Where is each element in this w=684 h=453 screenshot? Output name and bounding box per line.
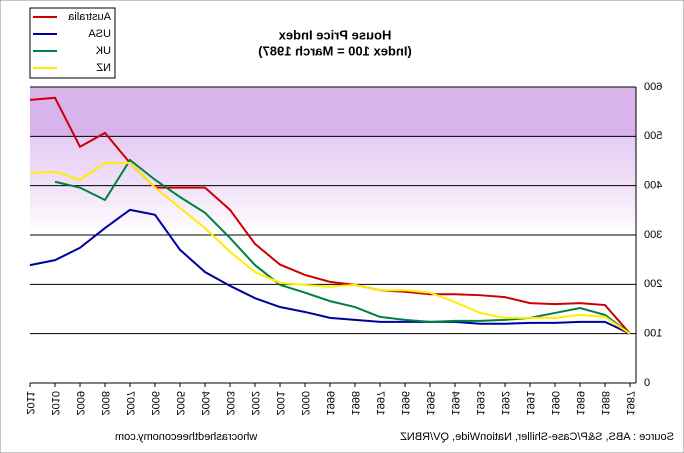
x-tick-label: 1991 [524, 391, 536, 415]
x-tick-label: 2008 [99, 391, 111, 415]
x-tick-label: 1988 [599, 391, 611, 415]
x-tick-label: 2006 [149, 391, 161, 415]
y-tick-label: 200 [644, 278, 662, 290]
y-tick-label: 600 [644, 81, 662, 93]
legend-label: USA [88, 28, 111, 40]
x-tick-label: 2009 [74, 391, 86, 415]
x-tick-label: 1996 [399, 391, 411, 415]
x-tick-label: 2003 [224, 391, 236, 415]
x-tick-label: 1997 [374, 391, 386, 415]
y-tick-label: 400 [644, 180, 662, 192]
y-tick-label: 300 [644, 229, 662, 241]
y-tick-label: 0 [644, 377, 650, 389]
x-tick-label: 2001 [274, 391, 286, 415]
x-tick-label: 2004 [199, 391, 211, 415]
x-tick-label: 1995 [424, 391, 436, 415]
x-tick-label: 2011 [24, 391, 36, 415]
legend-box [29, 7, 116, 79]
chart-subtitle: (Index 100 = March 1987) [258, 43, 412, 58]
x-tick-label: 1992 [499, 391, 511, 415]
x-tick-label: 2010 [49, 391, 61, 415]
x-tick-label: 2005 [174, 391, 186, 415]
x-tick-label: 2007 [124, 391, 136, 415]
legend-label: UK [95, 45, 111, 57]
x-tick-label: 1987 [624, 391, 636, 415]
source-note: Source : ABS, S&P/Case-Shiller, NationWi… [400, 431, 674, 443]
x-tick-label: 1998 [349, 391, 361, 415]
x-tick-label: 2000 [299, 391, 311, 415]
x-tick-label: 1989 [574, 391, 586, 415]
website-note: whocrashedtheeconomy.com [115, 431, 258, 443]
series-line [29, 208, 631, 335]
y-tick-label: 500 [644, 130, 662, 142]
x-tick-label: 1990 [549, 391, 561, 415]
x-tick-label: 1999 [324, 391, 336, 415]
legend-label: Australia [67, 11, 111, 23]
y-tick-label: 100 [644, 328, 662, 340]
series-line [29, 161, 631, 335]
legend-label: NZ [96, 62, 111, 74]
chart-title: House Price Index [278, 27, 391, 42]
x-tick-label: 1994 [449, 391, 461, 415]
x-tick-label: 1993 [474, 391, 486, 415]
x-tick-label: 2002 [249, 391, 261, 415]
